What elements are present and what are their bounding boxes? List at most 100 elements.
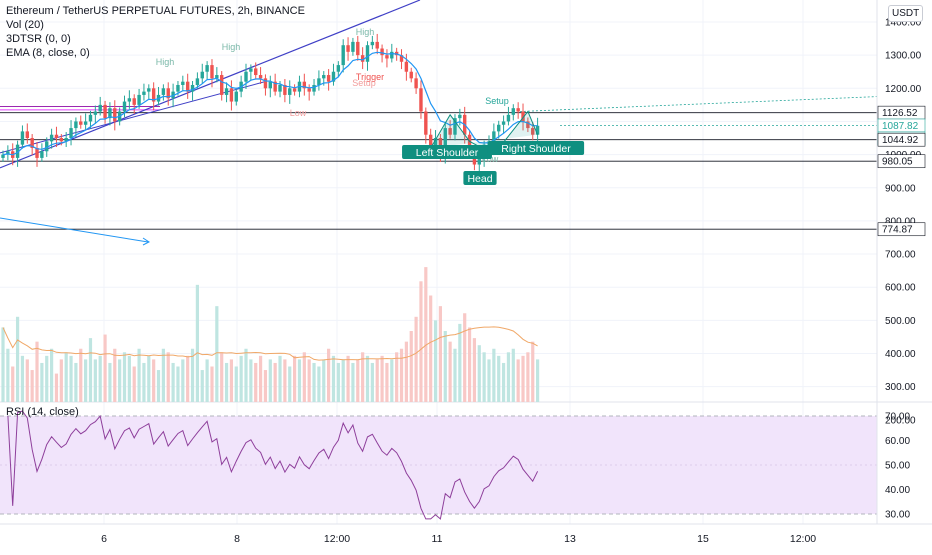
price-tag-label: 774.87 [882, 225, 913, 236]
candle-body [108, 108, 112, 119]
volume-bar [30, 370, 34, 402]
indicator-ema[interactable]: EMA (8, close, 0) [6, 47, 90, 59]
volume-bar [205, 359, 209, 402]
volume-bar [356, 359, 360, 402]
candle-body [283, 84, 287, 95]
volume-bar [477, 345, 481, 402]
volume-bar [288, 366, 292, 402]
projection-arrow [0, 217, 149, 243]
volume-bar [127, 355, 131, 402]
volume-bar [88, 338, 93, 402]
candle-body [244, 71, 248, 82]
volume-bar [322, 359, 326, 402]
left-shoulder-label-box [402, 145, 492, 159]
volume-bar [15, 316, 20, 402]
dotted-projection [519, 96, 878, 112]
pattern-layer: HighHighHighLowTriggerSetupSetupLowLeft … [156, 27, 585, 185]
candle-body [331, 71, 336, 82]
candle-body [205, 65, 209, 72]
indicator-3dtsr[interactable]: 3DTSR (0, 0) [6, 33, 71, 45]
candle-body [69, 128, 73, 139]
candle-body [385, 55, 389, 59]
volume-bar [122, 352, 127, 402]
candle-body [151, 88, 156, 102]
candle-body [414, 78, 418, 89]
volume-bar [331, 355, 336, 402]
indicator-vol[interactable]: Vol (20) [6, 19, 44, 31]
price-tick-label: 300.00 [885, 382, 916, 393]
annotation-high: High [356, 27, 375, 37]
price-tick-label: 600.00 [885, 283, 916, 294]
candle-body [83, 121, 88, 125]
volume-bar [283, 359, 287, 402]
volume-bar [404, 341, 408, 402]
volume-bar [536, 359, 540, 402]
candle-body [501, 121, 506, 125]
price-tick-label: 1300.00 [885, 51, 922, 62]
volume-bar [35, 341, 39, 402]
symbol-title[interactable]: Ethereum / TetherUS PERPETUAL FUTURES, 2… [6, 5, 305, 17]
candle-body [278, 84, 282, 92]
candle-body [307, 88, 311, 92]
annotation-trigger: Trigger [356, 72, 384, 82]
price-tick-label: 900.00 [885, 183, 916, 194]
right-shoulder-label: Right Shoulder [501, 143, 571, 155]
volume-bar [424, 267, 428, 402]
rsi-tick-label: 30.00 [885, 510, 910, 521]
volume-bar [375, 359, 379, 402]
candle-body [229, 88, 234, 102]
candle-body [137, 94, 141, 105]
candle-body [35, 147, 39, 158]
candle-body [176, 84, 180, 92]
volume-bar [511, 348, 515, 402]
candle-body [346, 45, 350, 52]
left-shoulder-label: Left Shoulder [416, 147, 479, 159]
rsi-legend[interactable]: RSI (14, close) [6, 406, 79, 418]
volume-bar [327, 348, 331, 402]
annotation-low: Low [290, 108, 307, 118]
volume-bar [113, 348, 117, 402]
candle-body [453, 118, 457, 135]
volume-bar [11, 366, 15, 402]
volume-bar [166, 352, 170, 402]
volume-bar [195, 284, 199, 402]
projection-arrowhead [142, 237, 150, 246]
volume-bar [312, 362, 316, 402]
rsi-layer [0, 410, 877, 520]
candle-body [59, 138, 64, 142]
candle-body [428, 134, 433, 148]
candle-body [40, 151, 44, 158]
volume-bar [234, 366, 238, 402]
volume-bar [224, 362, 229, 402]
right-shoulder-label-box [487, 141, 585, 155]
candle-body [263, 78, 268, 89]
price-tick-label: 200.00 [885, 415, 916, 426]
volume-bar [147, 355, 151, 402]
price-tick-label: 1200.00 [885, 84, 922, 95]
candle-body [390, 51, 394, 59]
volume-bar [20, 355, 25, 402]
volume-bar [453, 348, 457, 402]
currency-button[interactable]: USDT [888, 5, 924, 22]
volume-bar [526, 352, 530, 402]
candle-body [258, 75, 263, 79]
volume-bar [93, 359, 97, 402]
price-tag-label: 1126.52 [882, 108, 918, 119]
time-tick-label: 15 [697, 533, 709, 545]
rsi-line [7, 410, 539, 520]
volume-bar [79, 348, 83, 402]
time-tick-label: 11 [432, 533, 443, 545]
volume-bar [463, 313, 467, 402]
candle-body [1, 154, 5, 158]
volume-bar [118, 359, 122, 402]
volume-bar [433, 320, 438, 402]
candle-body [88, 114, 93, 122]
volume-bar [40, 362, 44, 402]
candle-body [142, 91, 146, 95]
volume-bar [390, 359, 394, 402]
volume-bar [258, 355, 263, 402]
volume-bar [419, 281, 423, 402]
candle-body [185, 81, 190, 92]
